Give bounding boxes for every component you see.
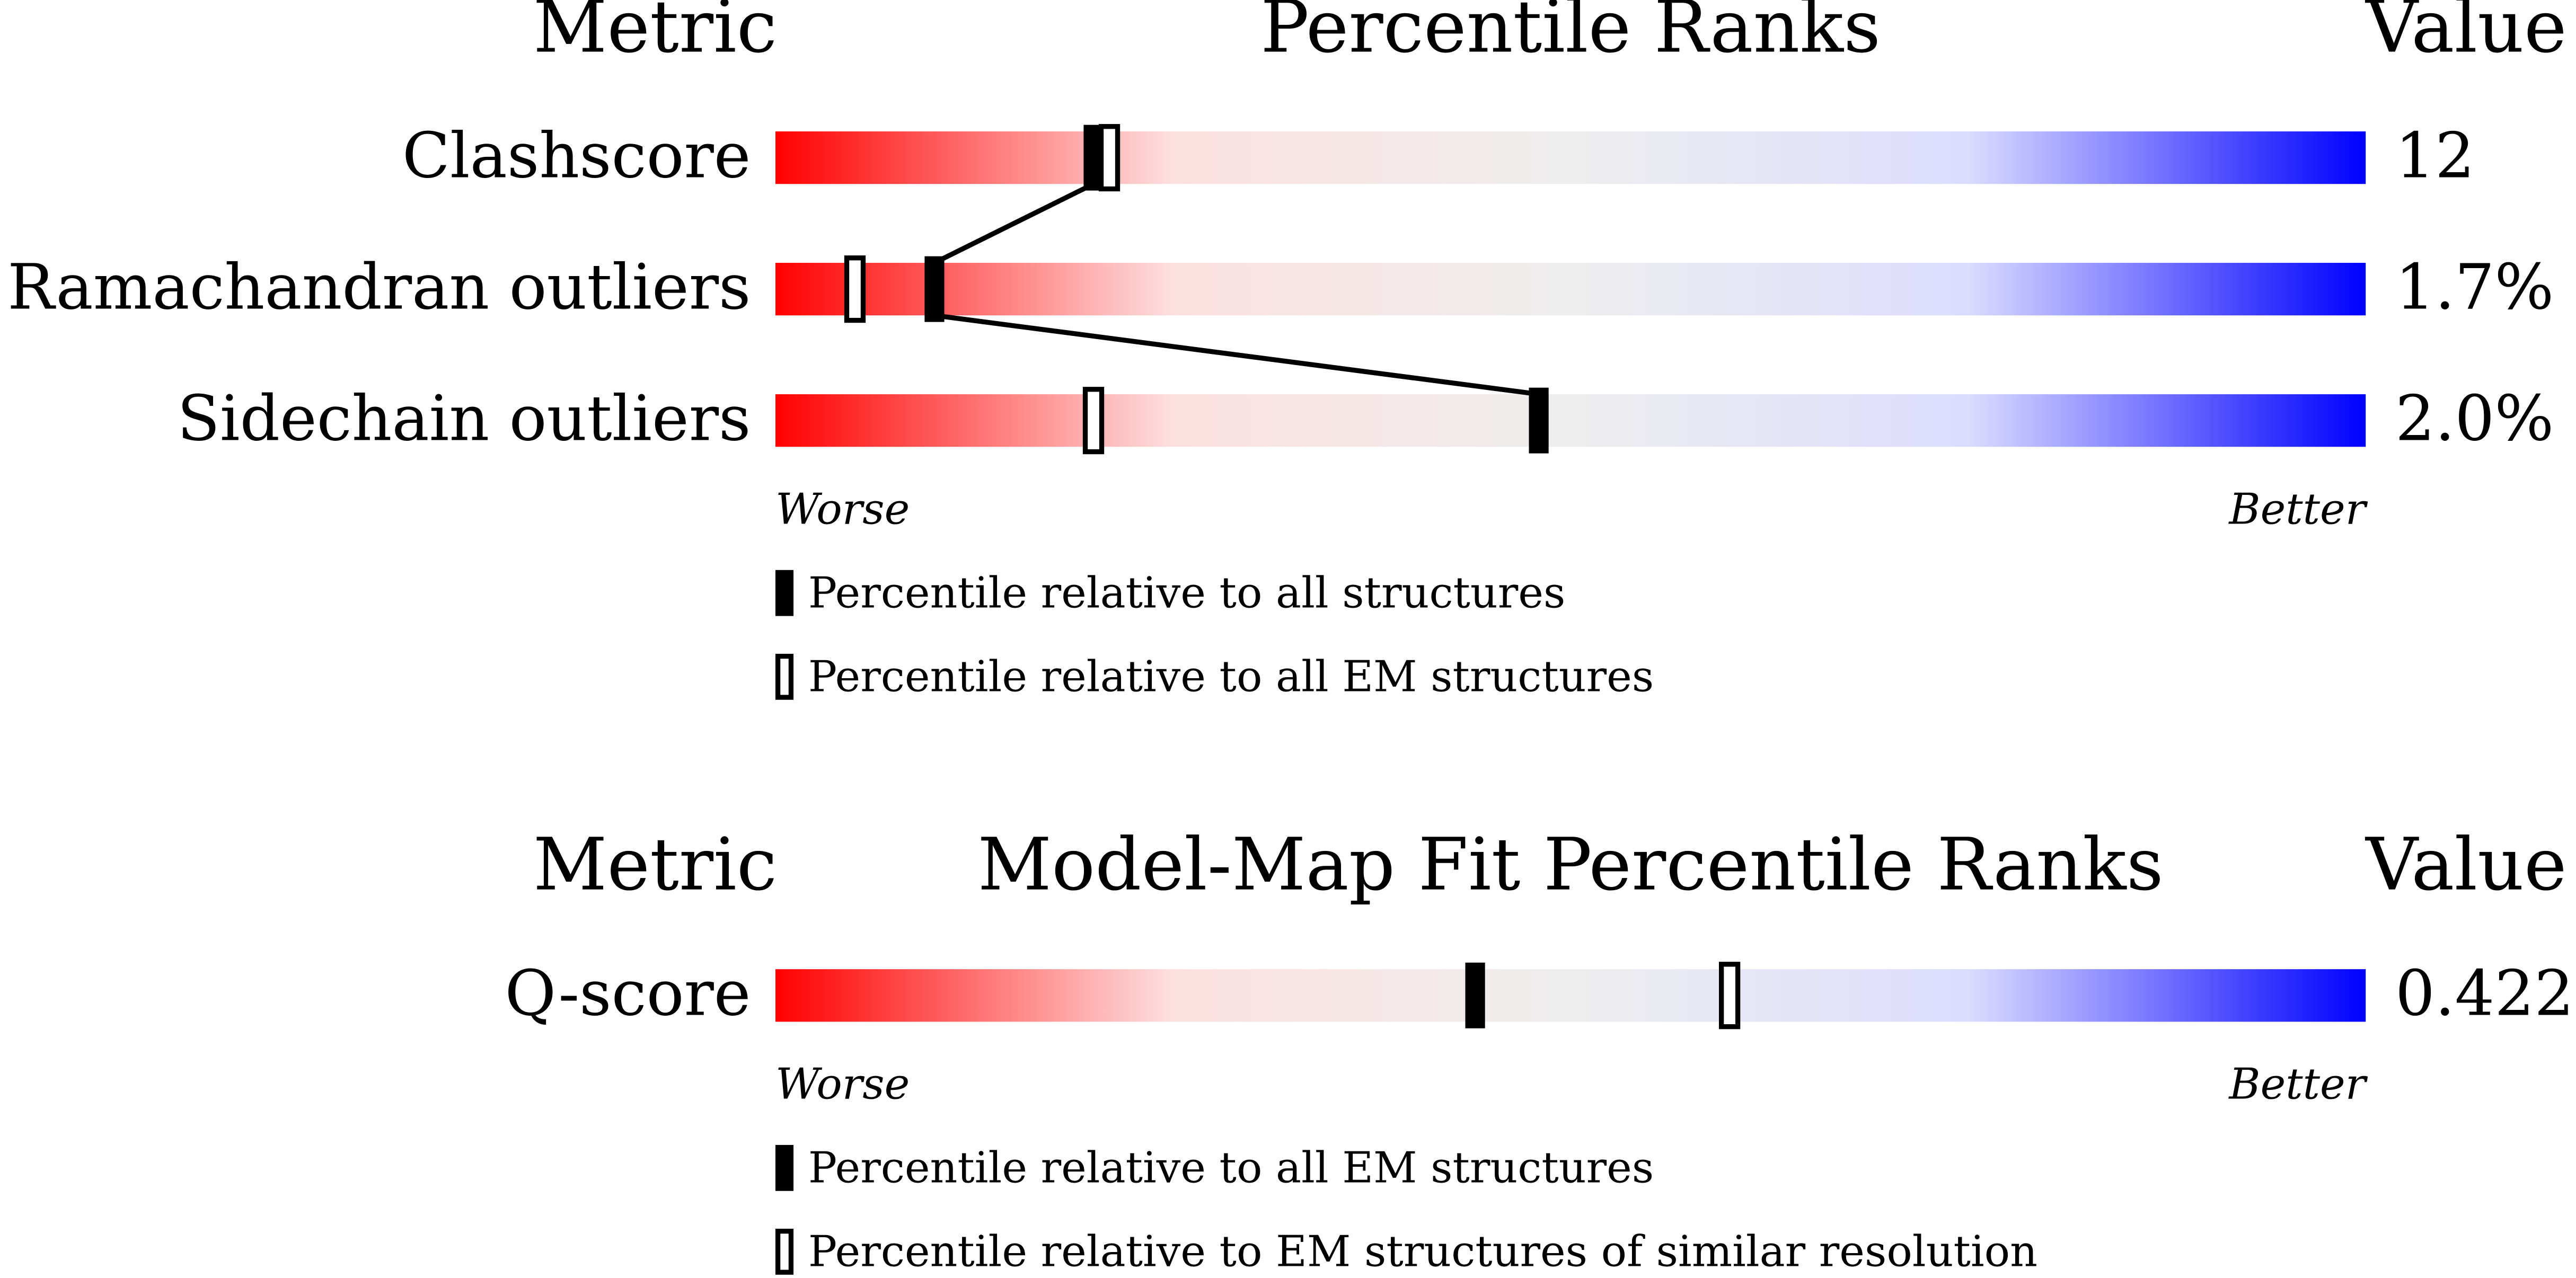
legend-label: Percentile relative to all EM structures <box>808 652 1654 702</box>
percentile-bar <box>775 394 2366 447</box>
percentile-bar <box>775 969 2366 1022</box>
percentile-marker-filled <box>924 256 945 322</box>
percentile-marker-open <box>844 255 866 323</box>
chart-title: Model-Map Fit Percentile Ranks <box>977 823 2163 907</box>
percentile-marker-open <box>1082 387 1105 455</box>
axis-high-label: Better <box>2228 484 2368 534</box>
legend-label: Percentile relative to all EM structures <box>808 1143 1654 1193</box>
legend-swatch-filled <box>775 570 794 616</box>
percentile-marker-open <box>1098 124 1121 192</box>
axis-low-label: Worse <box>775 1059 910 1109</box>
metric-label: Ramachandran outliers <box>7 251 751 323</box>
percentile-bar <box>775 263 2366 316</box>
percentile-marker-open <box>1718 962 1741 1030</box>
legend-label: Percentile relative to EM structures of … <box>808 1227 2037 1277</box>
legend-swatch-open <box>775 1228 794 1275</box>
axis-low-label: Worse <box>775 484 910 534</box>
percentile-marker-filled <box>1529 387 1549 454</box>
connector-line <box>934 313 1539 397</box>
legend-label: Percentile relative to all structures <box>808 568 1565 618</box>
metric-value: 12 <box>2395 119 2475 192</box>
header-value: Value <box>2365 0 2566 69</box>
metric-value: 0.422 <box>2395 957 2574 1030</box>
metric-value: 1.7% <box>2395 251 2554 323</box>
metric-label: Q-score <box>505 957 751 1030</box>
header-metric: Metric <box>533 0 777 69</box>
connector-line <box>933 182 1095 265</box>
percentile-bar <box>775 131 2366 184</box>
chart-title: Percentile Ranks <box>1260 0 1881 69</box>
percentile-marker-filled <box>1465 962 1485 1028</box>
header-value: Value <box>2365 823 2566 907</box>
metric-value: 2.0% <box>2395 382 2554 455</box>
legend-swatch-filled <box>775 1144 794 1191</box>
metric-label: Sidechain outliers <box>177 382 751 455</box>
header-metric: Metric <box>533 823 777 907</box>
axis-high-label: Better <box>2228 1059 2368 1109</box>
metric-label: Clashscore <box>402 119 751 192</box>
legend-swatch-open <box>775 653 794 700</box>
